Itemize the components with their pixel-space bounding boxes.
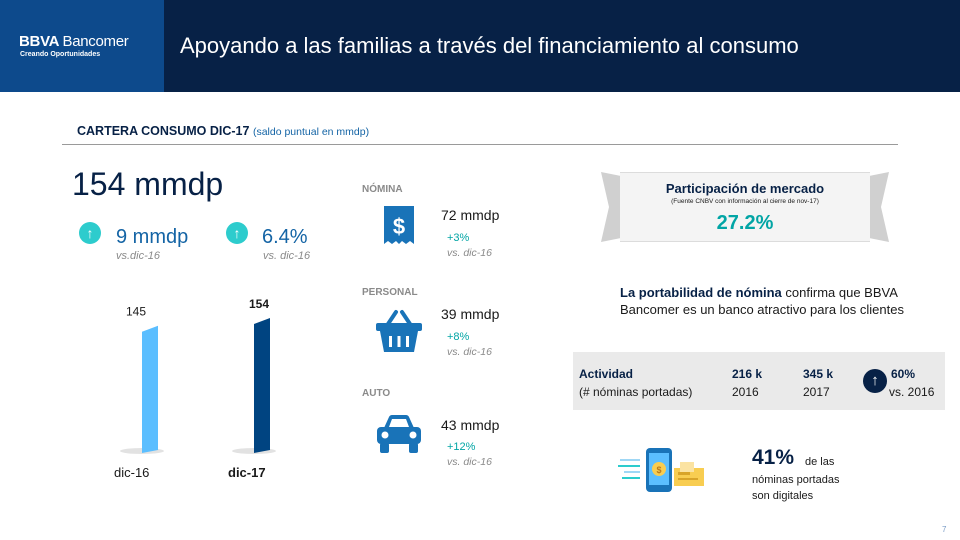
personal-growth: +8%	[447, 331, 470, 343]
basket-icon	[376, 310, 422, 352]
portfolio-bar-chart: 145 154	[120, 297, 276, 454]
growth-absolute-sub: vs.dic-16	[116, 250, 161, 262]
header-bar: BBVA Bancomer Creando Oportunidades Apoy…	[0, 0, 960, 92]
activity-2016-year: 2016	[732, 385, 759, 399]
page-number: 7	[942, 525, 947, 534]
market-share-value: 27.2%	[716, 212, 774, 234]
logo-tagline: Creando Oportunidades	[20, 51, 101, 58]
receipt-dollar-icon: $	[384, 206, 414, 244]
car-icon	[377, 415, 421, 453]
arrow-up-icon: ↑	[79, 222, 101, 244]
section-subtitle: (saldo puntual en mmdp)	[252, 126, 370, 138]
activity-2017-year: 2017	[803, 385, 830, 399]
activity-growth-sub: vs. 2016	[889, 385, 935, 399]
activity-2016-value: 216 k	[732, 367, 763, 381]
svg-text:$: $	[656, 465, 661, 475]
activity-panel: Actividad (# nóminas portadas) 216 k 201…	[573, 352, 945, 410]
activity-label: Actividad	[579, 367, 634, 381]
digital-text-line3: son digitales	[752, 490, 814, 502]
nomina-growth: +3%	[447, 232, 470, 244]
category-auto: AUTO	[362, 388, 391, 399]
digital-text-line2: nóminas portadas	[752, 474, 840, 486]
bar-dic-17	[254, 318, 270, 453]
arrow-up-icon: ↑	[226, 222, 248, 244]
logo-box: BBVA Bancomer Creando Oportunidades	[0, 0, 164, 92]
nomina-growth-sub: vs. dic-16	[447, 247, 492, 259]
market-share-card: Participación de mercado (Fuente CNBV co…	[620, 172, 870, 242]
bar-category-label: dic-16	[114, 465, 150, 480]
personal-growth-sub: vs. dic-16	[447, 346, 492, 358]
activity-growth: 60%	[891, 367, 916, 381]
personal-value: 39 mmdp	[441, 306, 500, 322]
page-title: Apoyando a las familias a través del fin…	[180, 33, 799, 58]
logo-light: Bancomer	[62, 33, 129, 50]
mobile-transfer-icon: $	[618, 448, 704, 492]
portability-rest: confirma que BBVA Bancomer es un banco a…	[620, 285, 904, 317]
activity-label-sub: (# nóminas portadas)	[579, 385, 693, 399]
portability-statement: La portabilidad de nómina confirma que B…	[620, 284, 910, 318]
activity-2017-value: 345 k	[803, 367, 834, 381]
section-title: CARTERA CONSUMO DIC-17 (saldo puntual en…	[77, 124, 369, 138]
brand-logo: BBVA Bancomer	[19, 33, 129, 50]
bar-dic-16	[142, 325, 158, 453]
bar-category-label: dic-17	[228, 465, 266, 480]
category-personal: PERSONAL	[362, 287, 418, 298]
auto-value: 43 mmdp	[441, 417, 500, 433]
auto-growth: +12%	[447, 441, 476, 453]
digital-text-line1: de las	[805, 456, 835, 468]
growth-absolute: 9 mmdp	[116, 226, 189, 248]
market-share-title: Participación de mercado	[665, 181, 825, 196]
section-title-text: CARTERA CONSUMO DIC-17	[77, 124, 250, 138]
digital-percent: 41%	[752, 446, 795, 469]
market-card-ribbon	[601, 172, 889, 242]
auto-growth-sub: vs. dic-16	[447, 456, 492, 468]
section-divider	[62, 144, 898, 145]
svg-text:$: $	[393, 214, 405, 239]
portfolio-total: 154 mmdp	[72, 166, 224, 202]
portability-bold: La portabilidad de nómina	[620, 285, 782, 300]
category-nomina: NÓMINA	[362, 184, 403, 195]
bar-value-label: 145	[126, 305, 146, 319]
market-share-source: (Fuente CNBV con información al cierre d…	[671, 198, 819, 205]
logo-bold: BBVA	[19, 33, 59, 50]
nomina-value: 72 mmdp	[441, 207, 500, 223]
arrow-up-icon: ↑	[863, 369, 887, 393]
growth-percent: 6.4%	[262, 226, 308, 248]
growth-percent-sub: vs. dic-16	[263, 250, 311, 262]
bar-value-label: 154	[249, 297, 269, 311]
